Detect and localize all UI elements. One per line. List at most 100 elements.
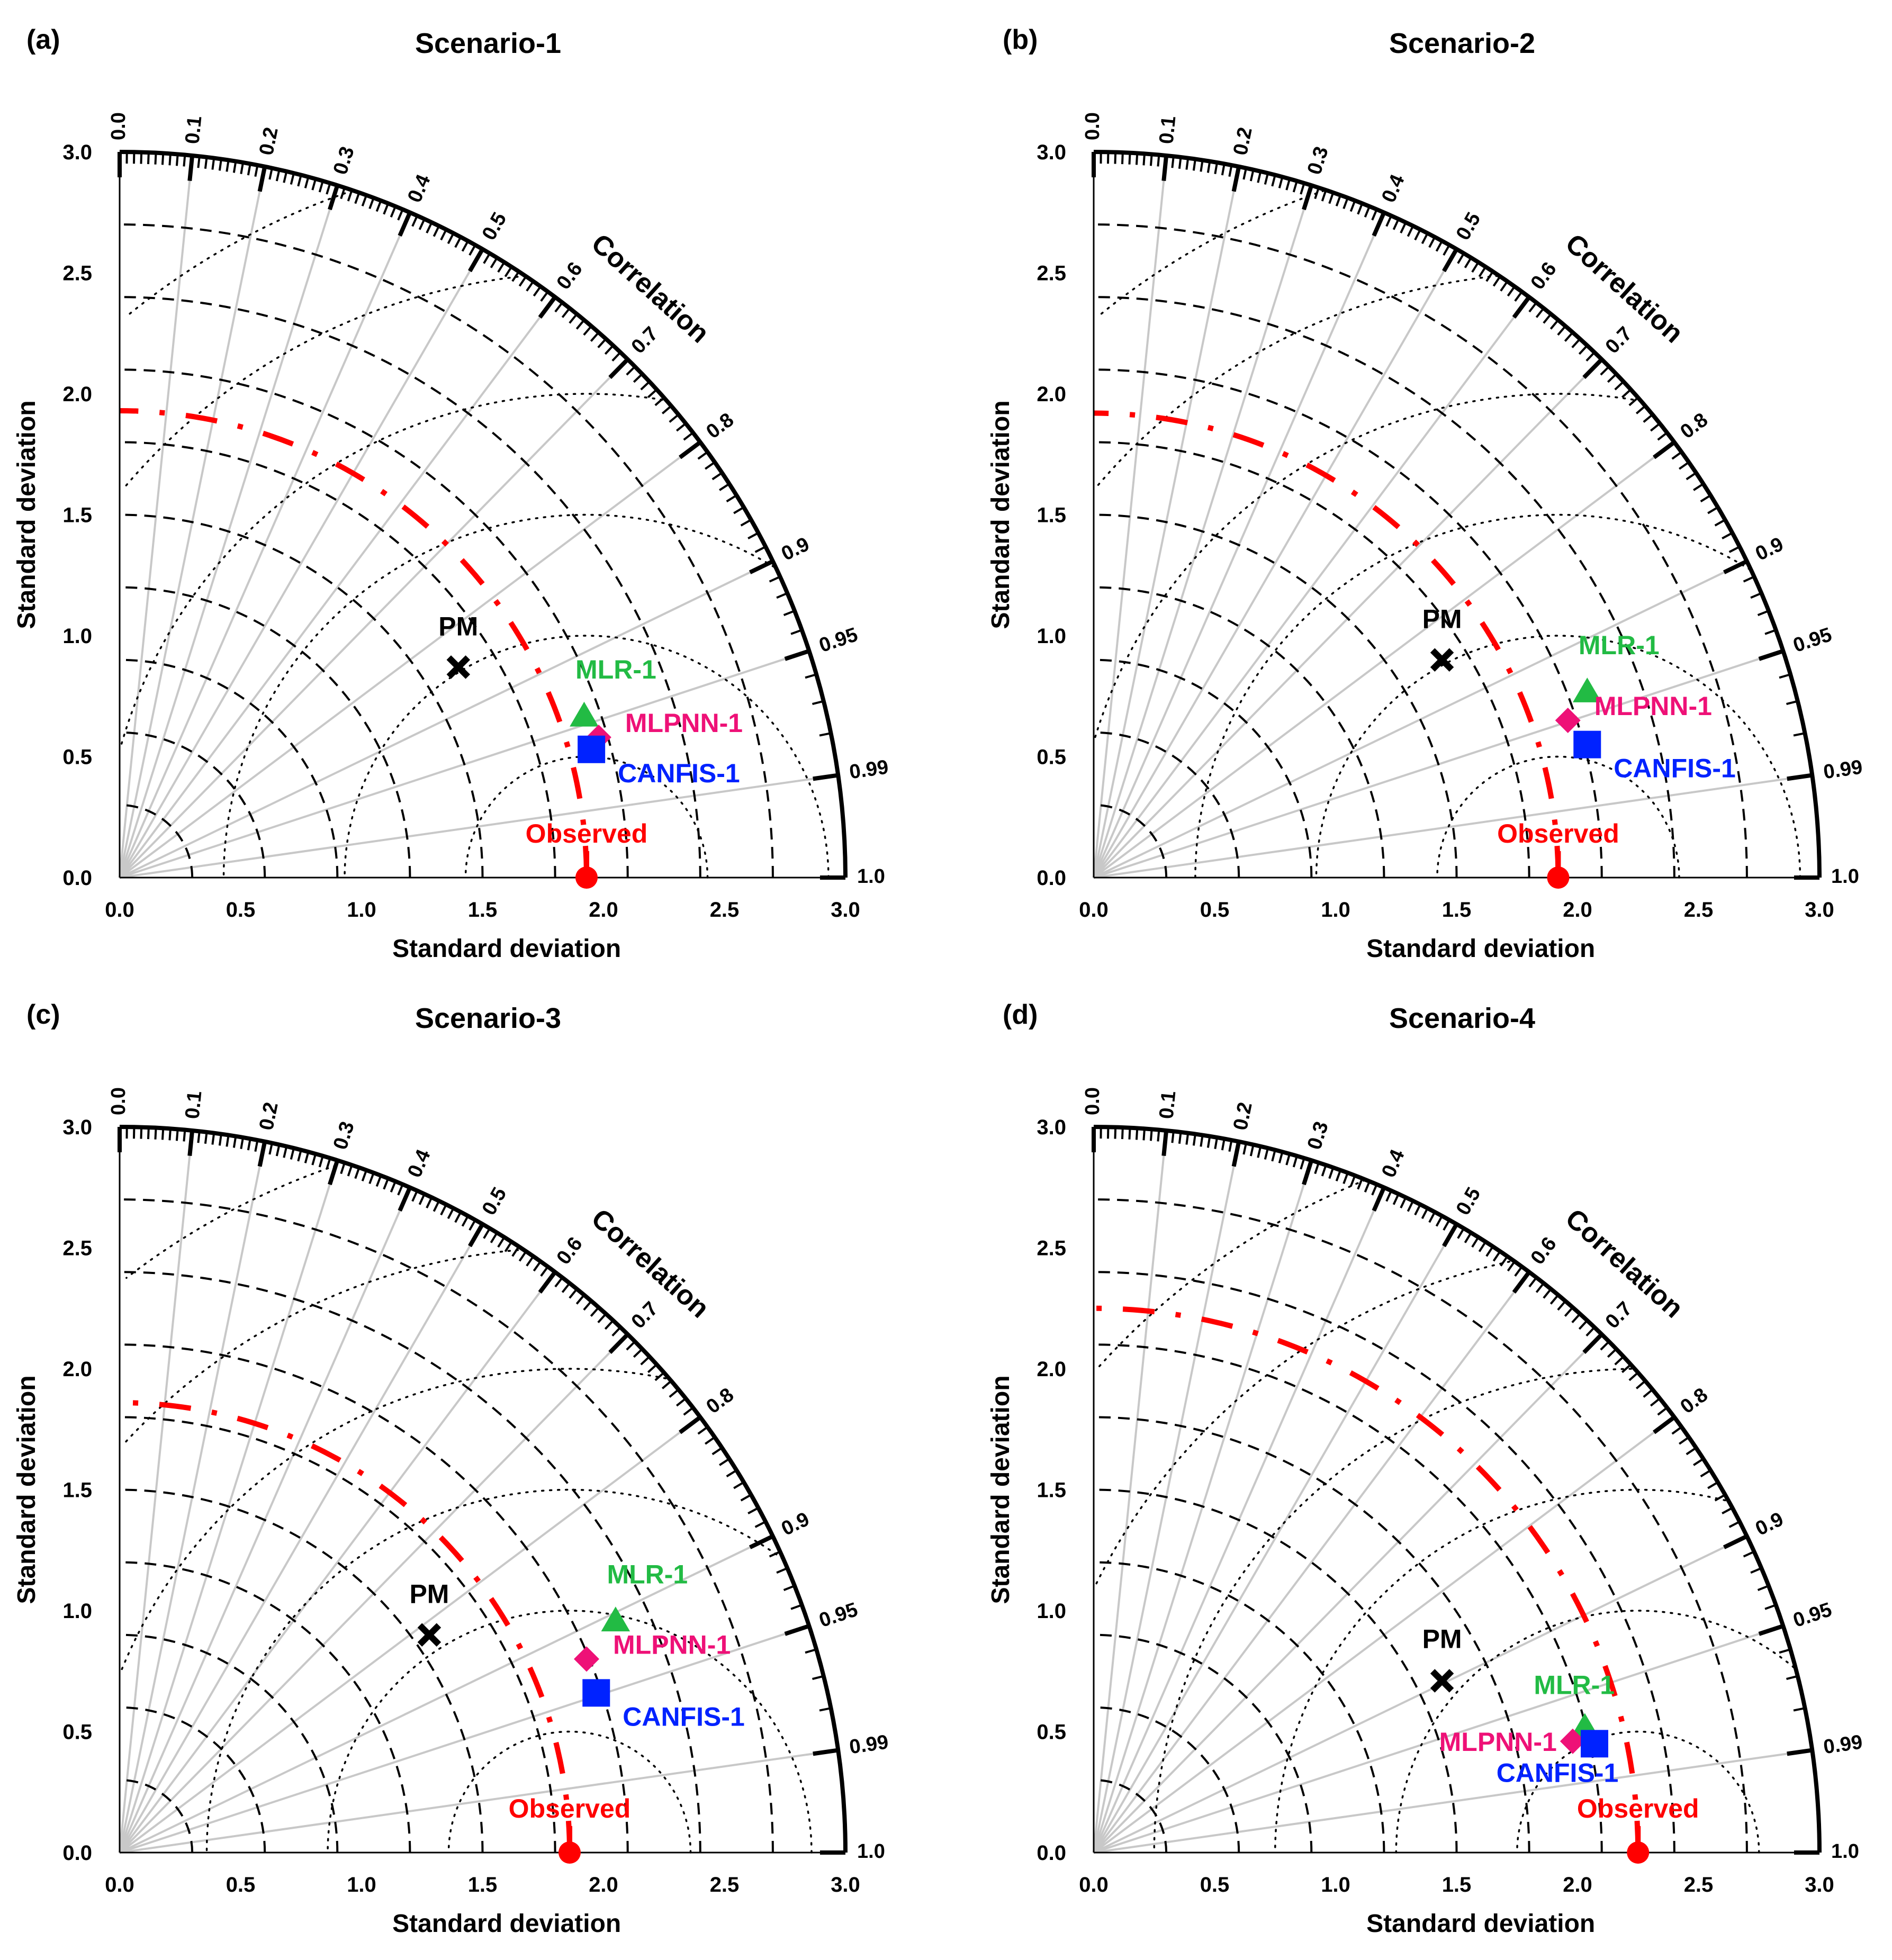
correlation-minor-tick <box>633 1348 643 1358</box>
x-tick-label: 1.5 <box>468 898 498 922</box>
correlation-minor-tick <box>1714 1494 1726 1502</box>
correlation-minor-tick <box>633 373 643 383</box>
correlation-minor-tick <box>383 1178 390 1190</box>
correlation-minor-tick <box>1650 422 1661 432</box>
correlation-major-tick <box>468 248 484 273</box>
correlation-minor-tick <box>583 325 592 336</box>
correlation-minor-tick <box>1728 1521 1741 1528</box>
x-tick-label: 0.0 <box>105 898 134 922</box>
correlation-minor-tick <box>361 1169 368 1182</box>
correlation-minor-tick <box>776 1567 788 1574</box>
y-tick-label: 1.5 <box>62 1479 92 1502</box>
x-tick-label: 1.0 <box>347 1873 376 1896</box>
std-arc <box>1093 1633 1313 1853</box>
correlation-minor-tick <box>232 161 237 173</box>
correlation-minor-tick <box>483 1227 491 1239</box>
correlation-minor-tick <box>1428 1211 1436 1223</box>
rmsd-arc <box>1094 1260 1511 1587</box>
correlation-minor-tick <box>569 313 578 324</box>
correlation-minor-tick <box>1457 252 1465 264</box>
correlation-minor-tick <box>461 240 469 252</box>
correlation-minor-tick <box>597 1313 607 1323</box>
correlation-minor-tick <box>1707 1481 1719 1489</box>
correlation-minor-tick <box>705 1436 716 1445</box>
correlation-minor-tick <box>497 1236 506 1248</box>
x-tick-label: 3.0 <box>831 1873 860 1896</box>
observed-std-arc <box>1093 1305 1641 1853</box>
rmsd-arc <box>1095 1179 1366 1371</box>
std-arc <box>1093 803 1168 878</box>
correlation-minor-tick <box>1400 1197 1407 1208</box>
correlation-minor-tick <box>1385 1190 1392 1202</box>
pm-label: PM <box>1422 604 1462 634</box>
correlation-minor-tick <box>1171 1131 1175 1143</box>
correlation-minor-tick <box>490 257 498 268</box>
correlation-minor-tick <box>583 1300 592 1311</box>
correlation-minor-tick <box>1707 506 1719 514</box>
std-arc <box>1093 1198 1748 1853</box>
y-tick-label: 0.0 <box>1037 1841 1066 1865</box>
correlation-major-tick <box>679 1415 702 1434</box>
correlation-minor-tick <box>283 171 288 183</box>
correlation-minor-tick <box>1221 1139 1226 1151</box>
correlation-major-tick <box>813 773 839 781</box>
correlation-major-tick <box>1582 1333 1603 1354</box>
std-arc <box>119 1706 266 1853</box>
correlation-major-tick <box>538 1270 557 1294</box>
correlation-minor-tick <box>1407 1200 1415 1212</box>
rmsd-arc <box>1093 393 1642 743</box>
correlation-line <box>1093 248 1458 878</box>
correlation-minor-tick <box>1171 156 1175 168</box>
std-arc <box>119 731 266 878</box>
correlation-major-tick <box>1372 1186 1386 1212</box>
pm-label: PM <box>438 611 478 641</box>
x-tick-label: 3.0 <box>1805 1873 1834 1896</box>
panel-title: Scenario-4 <box>1389 1002 1535 1034</box>
correlation-minor-tick <box>1328 192 1335 204</box>
correlation-minor-tick <box>640 1356 651 1366</box>
correlation-minor-tick <box>754 546 767 553</box>
x-tick-label: 2.5 <box>710 1873 740 1896</box>
correlation-minor-tick <box>440 229 447 241</box>
x-tick-label: 2.5 <box>1684 1873 1714 1896</box>
std-arc <box>119 1198 774 1853</box>
y-tick-label: 3.0 <box>62 141 92 164</box>
correlation-minor-tick <box>533 1261 542 1272</box>
y-tick-label: 0.5 <box>62 1721 92 1744</box>
std-arc <box>119 296 701 878</box>
correlation-minor-tick <box>711 1447 723 1456</box>
correlation-minor-tick <box>347 189 353 202</box>
correlation-major-tick <box>468 1223 484 1248</box>
correlation-minor-tick <box>454 236 462 248</box>
correlation-minor-tick <box>1750 1567 1762 1574</box>
correlation-minor-tick <box>1471 1236 1480 1248</box>
correlation-major-tick <box>328 184 340 211</box>
correlation-minor-tick <box>490 1232 498 1243</box>
correlation-minor-tick <box>1757 1585 1769 1592</box>
correlation-minor-tick <box>1435 240 1443 252</box>
correlation-minor-tick <box>554 302 563 313</box>
correlation-minor-tick <box>647 1363 657 1374</box>
correlation-minor-tick <box>533 286 542 297</box>
correlation-line <box>1093 155 1168 878</box>
rmsd-arc <box>205 1488 784 1854</box>
correlation-minor-tick <box>1264 173 1269 185</box>
correlation-major-tick <box>398 211 412 237</box>
correlation-minor-tick <box>168 153 172 166</box>
correlation-tick-label: 0.99 <box>848 1731 890 1758</box>
x-tick-label: 2.0 <box>1563 1873 1592 1896</box>
y-tick-label: 0.5 <box>1037 1721 1066 1744</box>
correlation-minor-tick <box>1285 178 1291 191</box>
correlation-minor-tick <box>1628 1371 1639 1381</box>
rmsd-arc <box>1194 513 1751 879</box>
y-tick-label: 1.5 <box>62 504 92 527</box>
panel-label: (c) <box>26 999 60 1030</box>
correlation-minor-tick <box>218 1134 222 1146</box>
correlation-minor-tick <box>1257 171 1262 183</box>
correlation-minor-tick <box>197 156 201 168</box>
correlation-minor-tick <box>1743 1550 1755 1558</box>
correlation-minor-tick <box>626 1341 636 1351</box>
correlation-minor-tick <box>669 1388 679 1398</box>
correlation-minor-tick <box>1549 319 1559 330</box>
